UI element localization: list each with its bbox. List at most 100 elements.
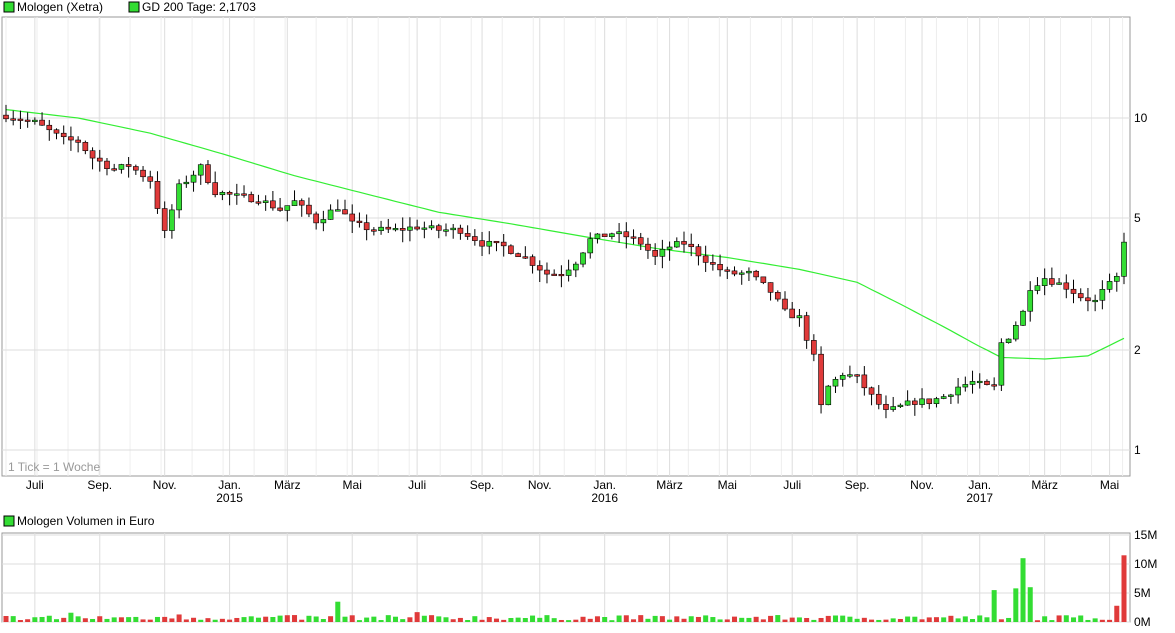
candle-body [96, 157, 103, 162]
candle-body [515, 253, 521, 258]
candle-body [868, 387, 875, 395]
volume-bar [320, 619, 326, 622]
volume-bar [703, 615, 709, 622]
volume-bar [429, 615, 435, 622]
volume-bar [674, 616, 680, 622]
candle-body [428, 225, 435, 229]
volume-bar [782, 619, 788, 622]
volume-bar [126, 617, 132, 622]
candle-body [371, 229, 377, 232]
volume-y-tick-label: 15M [1134, 528, 1157, 542]
volume-bar [75, 616, 81, 622]
volume-bar [508, 618, 514, 622]
candle-body [39, 119, 45, 126]
candle-body [1070, 288, 1077, 294]
x-tick-label: Juli [26, 478, 44, 492]
volume-bar [32, 617, 38, 622]
volume-bar [753, 616, 759, 622]
candle-body [197, 164, 204, 176]
volume-bar [46, 615, 52, 622]
candle-body [392, 228, 399, 231]
volume-bar [227, 619, 233, 622]
candle-body [385, 226, 392, 230]
volume-plot-area [1, 532, 1131, 623]
candle-body [1041, 278, 1048, 286]
volume-bar [818, 617, 824, 622]
candle-body [154, 181, 161, 209]
candle-body [284, 205, 291, 211]
candle-body [277, 207, 283, 211]
candle-body [53, 129, 60, 134]
candle-body [782, 298, 788, 310]
volume-bar [436, 616, 442, 622]
candle-body [796, 315, 803, 319]
volume-bar [191, 617, 197, 622]
legend-ma-swatch [128, 1, 140, 13]
volume-bar [941, 617, 947, 622]
volume-bar [378, 620, 384, 622]
volume-bar [356, 620, 362, 622]
candle-body [955, 386, 961, 396]
volume-bar [825, 615, 831, 622]
candle-body [904, 400, 911, 406]
volume-bar [1034, 620, 1040, 622]
candle-body [1034, 285, 1041, 291]
candle-body [147, 176, 154, 182]
volume-bar [90, 618, 96, 622]
candle-body [1121, 241, 1127, 277]
volume-bar [566, 620, 572, 622]
candle-body [854, 374, 860, 377]
candle-body [630, 236, 637, 239]
volume-bar [681, 618, 687, 622]
candle-body [573, 263, 579, 271]
volume-bar [212, 619, 218, 622]
ma200-line [5, 109, 1125, 360]
volume-bar [890, 618, 896, 622]
volume-bar [133, 616, 139, 622]
candle-body [645, 243, 651, 251]
volume-bar [371, 616, 377, 622]
volume-bar [530, 615, 536, 622]
price-y-tick-label: 2 [1134, 343, 1141, 357]
candle-body [327, 209, 334, 220]
candle-body [450, 227, 457, 231]
candle-body [652, 250, 658, 257]
volume-bar [710, 617, 716, 622]
volume-bar [768, 615, 774, 622]
candle-body [133, 166, 139, 171]
candle-body [767, 282, 774, 293]
candle-body [234, 193, 240, 196]
volume-bar [162, 616, 168, 622]
candle-body [342, 209, 348, 215]
volume-bar [573, 619, 579, 622]
candle-body [472, 236, 478, 241]
volume-bar [349, 615, 355, 622]
candle-body [803, 315, 810, 341]
volume-bar [1027, 587, 1033, 622]
volume-bar [1013, 588, 1019, 622]
volume-bar [1085, 619, 1091, 622]
candle-body [991, 384, 997, 387]
candle-body [746, 270, 752, 274]
volume-bar [1121, 555, 1127, 622]
volume-bar [364, 617, 370, 622]
volume-bar [1006, 617, 1012, 622]
x-tick-label: Nov. [153, 478, 177, 492]
candle-body [1049, 278, 1055, 285]
volume-bar [652, 615, 658, 622]
volume-bar [775, 615, 781, 622]
volume-bar [277, 615, 283, 622]
volume-bar [659, 616, 665, 622]
volume-bar [1020, 558, 1026, 622]
volume-bar [183, 619, 189, 622]
candle-body [565, 269, 572, 276]
volume-bar [667, 619, 673, 622]
x-tick-label: März [1031, 478, 1058, 492]
candle-body [1020, 310, 1026, 326]
candle-body [313, 213, 319, 224]
candle-body [255, 201, 262, 204]
volume-bar [746, 617, 752, 622]
candle-body [60, 132, 67, 138]
